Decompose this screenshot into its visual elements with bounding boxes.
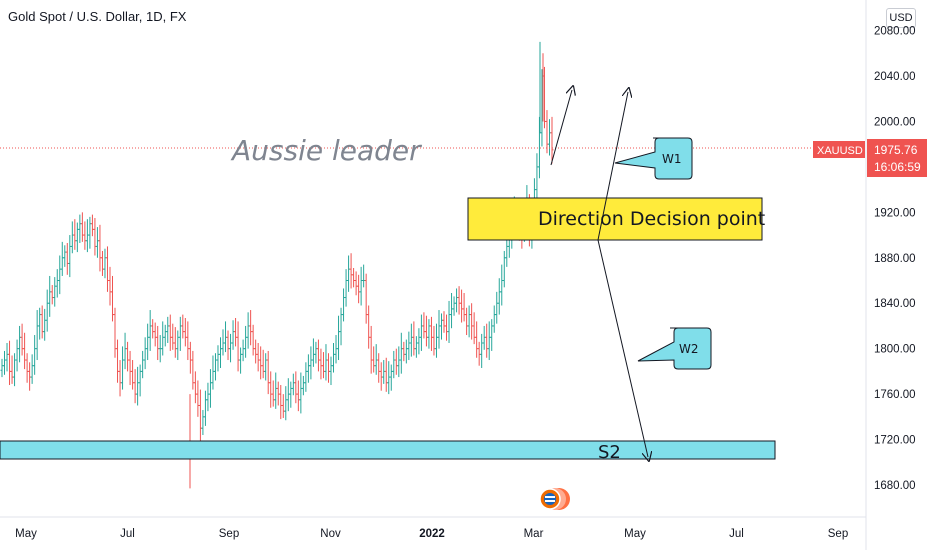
y-tick-label: 1680.00 xyxy=(874,480,916,492)
y-tick-label: 2040.00 xyxy=(874,71,916,83)
x-tick-label: Sep xyxy=(828,528,848,540)
arrow-down xyxy=(597,239,648,457)
w2-callout[interactable] xyxy=(637,327,712,370)
last-price-value: 1975.76 xyxy=(874,143,918,157)
y-tick-label: 2080.00 xyxy=(874,26,916,38)
symbol-tag-text: XAUUSD xyxy=(817,145,863,157)
events-icon[interactable] xyxy=(539,488,570,510)
y-tick-label: 1760.00 xyxy=(874,389,916,401)
y-tick-label: 1720.00 xyxy=(874,435,916,447)
w1-callout[interactable] xyxy=(614,137,693,180)
arrow-up-short xyxy=(550,90,572,166)
w1-label: W1 xyxy=(662,152,682,166)
x-tick-label: Jul xyxy=(120,528,135,540)
arrow-up-long xyxy=(597,92,628,241)
last-price-tag xyxy=(867,139,927,177)
x-tick-label: 2022 xyxy=(419,528,445,540)
s2-label: S2 xyxy=(598,442,621,463)
decision-point-box[interactable] xyxy=(467,197,763,241)
w2-label: W2 xyxy=(679,342,699,356)
decision-point-label: Direction Decision point xyxy=(538,208,765,230)
y-tick-label: 2000.00 xyxy=(874,116,916,128)
x-tick-label: Nov xyxy=(320,528,341,540)
watermark-text: Aussie leader xyxy=(230,134,422,167)
chart-title: Gold Spot / U.S. Dollar, 1D, FX xyxy=(8,9,187,24)
y-tick-label: 1880.00 xyxy=(874,253,916,265)
countdown-value: 16:06:59 xyxy=(874,160,921,174)
candles-group xyxy=(0,41,554,489)
y-tick-label: 1840.00 xyxy=(874,298,916,310)
x-tick-label: Sep xyxy=(219,528,239,540)
y-tick-label: 1800.00 xyxy=(874,344,916,356)
symbol-tag xyxy=(813,141,865,158)
price-axis[interactable]: 1680.00 1720.00 1760.00 1800.00 1840.00 1880.… xyxy=(874,26,916,492)
x-tick-label: Jul xyxy=(729,528,744,540)
currency-button[interactable]: USD xyxy=(886,8,916,28)
x-tick-label: May xyxy=(15,528,37,540)
s2-zone[interactable] xyxy=(0,440,776,460)
x-tick-label: Mar xyxy=(524,528,544,540)
x-tick-label: May xyxy=(624,528,646,540)
y-tick-label: 1920.00 xyxy=(874,207,916,219)
time-axis[interactable]: May Jul Sep Nov 2022 Mar May Jul Sep xyxy=(15,528,848,540)
